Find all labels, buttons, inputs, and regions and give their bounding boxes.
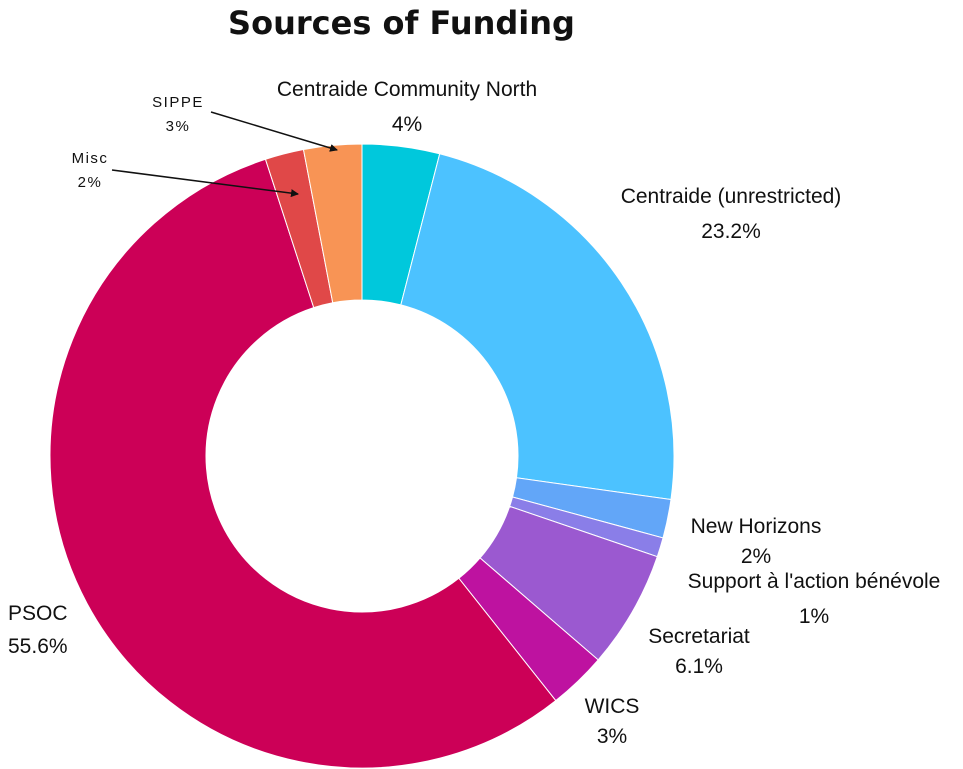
leader-arrow-sippe (210, 111, 338, 152)
value-misc: 2% (78, 174, 103, 191)
slice-centraide-unrestricted (400, 153, 675, 501)
value-psoc: 55.6% (8, 635, 68, 658)
value-sippe: 3% (166, 118, 191, 135)
label-secretariat: Secretariat (648, 625, 750, 648)
value-new-horizons: 2% (741, 545, 771, 568)
value-centraide-community-north: 4% (392, 113, 422, 136)
label-centraide-unrestricted: Centraide (unrestricted) (621, 185, 842, 208)
label-wics: WICS (585, 695, 640, 718)
value-support-a-l-action-benevole: 1% (799, 605, 829, 628)
label-misc: Misc (72, 150, 109, 167)
label-sippe: SIPPE (152, 94, 204, 111)
slice-sippe (302, 143, 363, 304)
leader-arrow-misc (111, 169, 299, 198)
slice-psoc (49, 158, 557, 769)
value-secretariat: 6.1% (675, 655, 723, 678)
label-centraide-community-north: Centraide Community North (277, 78, 537, 101)
label-new-horizons: New Horizons (691, 515, 822, 538)
label-support-a-l-action-benevole: Support à l'action bénévole (688, 570, 941, 593)
value-wics: 3% (597, 725, 627, 748)
value-centraide-unrestricted: 23.2% (701, 220, 761, 243)
chart-title: Sources of Funding (228, 4, 575, 42)
label-psoc: PSOC (8, 602, 68, 625)
